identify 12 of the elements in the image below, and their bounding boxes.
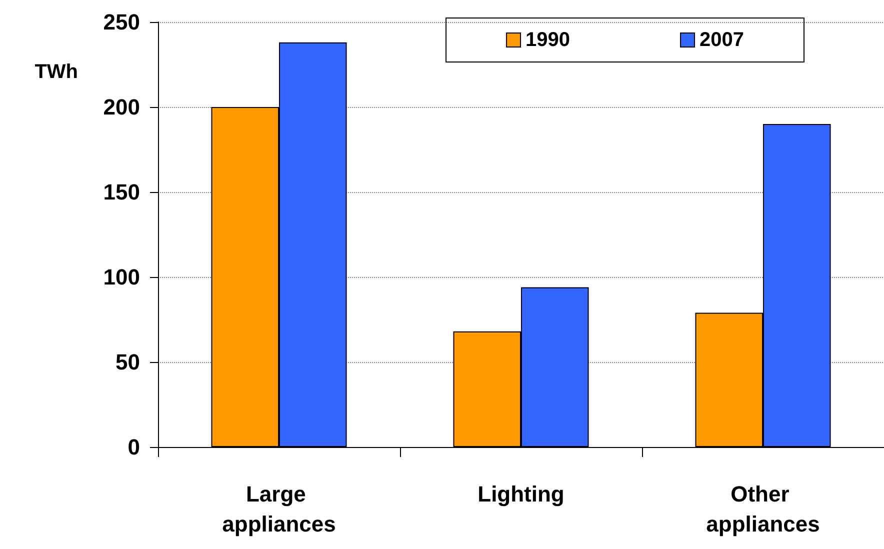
legend-label: 1990 [526,29,570,51]
y-tick-label: 0 [128,434,140,460]
legend-label: 2007 [700,29,744,51]
y-tick-label: 100 [103,264,140,290]
y-tick-label: 50 [116,350,140,374]
x-tick-label: Lighting [478,482,564,506]
y-tick-label: 150 [103,180,140,204]
y-tick-label: 200 [103,94,140,120]
x-tick-label: Large appliances [222,482,336,536]
y-axis-title: TWh [34,61,78,83]
y-tick-label: 250 [103,10,140,34]
x-tick-label: Other appliances [706,482,820,536]
